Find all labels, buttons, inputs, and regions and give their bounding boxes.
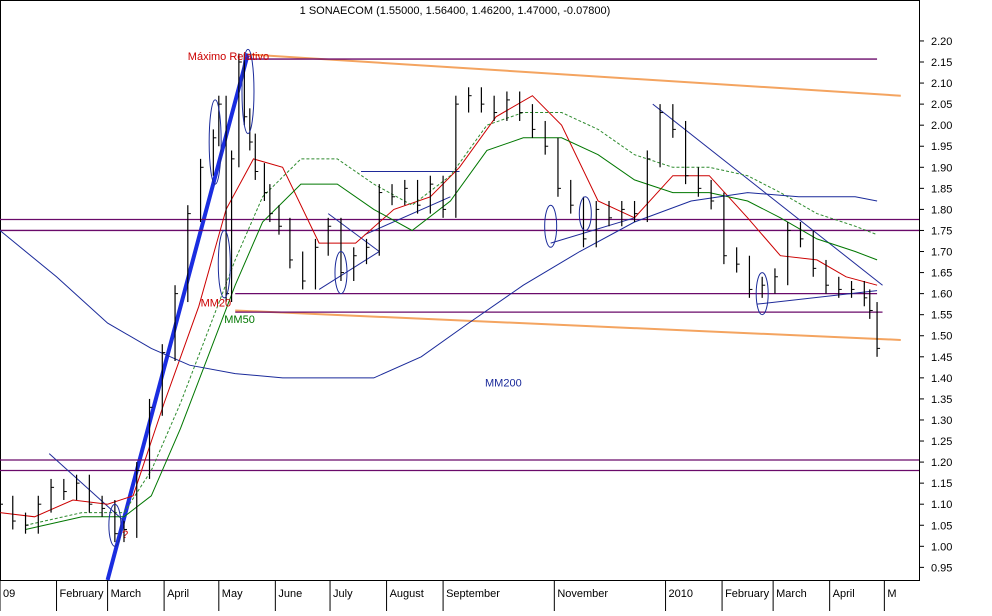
series-mm50 [25, 137, 878, 530]
pattern-ellipse [241, 48, 255, 135]
y-tick-label: 1.65 [931, 268, 952, 280]
y-tick-label: 1.30 [931, 415, 952, 427]
y-tick-label: 2.00 [931, 120, 952, 132]
x-tick-label: September [446, 588, 500, 600]
pattern-ellipse [108, 503, 122, 547]
trendline-trend-blue [756, 290, 878, 305]
trendline-trend-blue [550, 217, 635, 244]
pattern-ellipse [208, 99, 222, 185]
annotation: MM20 [201, 297, 232, 309]
y-tick-label: 1.60 [931, 289, 952, 301]
trendline-thick-blue [105, 53, 250, 581]
y-tick-label: 1.85 [931, 183, 952, 195]
y-tick-label: 1.50 [931, 331, 952, 343]
x-tick-label: April [833, 588, 855, 600]
series-mm20 [0, 95, 878, 518]
x-tick-label: March [111, 588, 142, 600]
y-tick-label: 2.10 [931, 78, 952, 90]
x-tick-label: February [725, 588, 770, 600]
trendline-trend-blue [327, 213, 380, 252]
x-tick-label: 2010 [669, 588, 693, 600]
x-tick-label: February [60, 588, 105, 600]
trendline-trend-blue [364, 196, 451, 236]
y-tick-label: 1.15 [931, 478, 952, 490]
x-tick-label: November [557, 588, 608, 600]
y-tick-label: 1.80 [931, 204, 952, 216]
pattern-ellipse [544, 204, 558, 248]
annotation: MM200 [485, 377, 522, 389]
y-tick-label: 1.05 [931, 520, 952, 532]
x-tick-label: July [333, 588, 353, 600]
y-tick-label: 1.00 [931, 541, 952, 553]
annotation: MM50 [224, 314, 255, 326]
y-tick-label: 1.90 [931, 162, 952, 174]
trendline-trend-blue [318, 251, 380, 290]
x-tick-label: 09 [3, 588, 15, 600]
series-mm50-dashed [25, 112, 878, 526]
annotation: Máximo Relativo [188, 51, 269, 63]
y-tick-label: 1.95 [931, 141, 952, 153]
x-tick-label: March [776, 588, 807, 600]
pattern-ellipse [578, 196, 592, 231]
y-tick-label: 1.45 [931, 352, 952, 364]
y-tick-label: 1.55 [931, 310, 952, 322]
trendline-trend-blue [48, 453, 125, 522]
x-tick-label: June [278, 588, 302, 600]
series-mm200 [0, 192, 878, 379]
y-tick-label: 2.05 [931, 99, 952, 111]
y-tick-label: 1.20 [931, 457, 952, 469]
y-tick-label: 1.35 [931, 394, 952, 406]
x-tick-label: April [167, 588, 189, 600]
y-tick-label: 1.25 [931, 436, 952, 448]
y-tick-label: 0.95 [931, 562, 952, 574]
y-tick-label: 2.20 [931, 36, 952, 48]
pattern-ellipse [334, 251, 348, 295]
chart-title: 1 SONAECOM (1.55000, 1.56400, 1.46200, 1… [300, 5, 611, 17]
y-tick-label: 1.75 [931, 225, 952, 237]
x-tick-label: May [222, 588, 243, 600]
y-tick-label: 1.40 [931, 373, 952, 385]
plot-frame [0, 0, 920, 581]
pattern-ellipse [217, 229, 231, 299]
x-tick-label: August [390, 588, 424, 600]
pattern-ellipse [755, 272, 769, 316]
y-tick-label: 2.15 [931, 57, 952, 69]
y-tick-label: 1.70 [931, 247, 952, 259]
trendline-trend-orange [235, 309, 901, 341]
annotation: ? [122, 529, 128, 541]
y-tick-label: 1.10 [931, 499, 952, 511]
x-tick-label: M [887, 588, 896, 600]
trendline-trend-orange [247, 53, 901, 97]
